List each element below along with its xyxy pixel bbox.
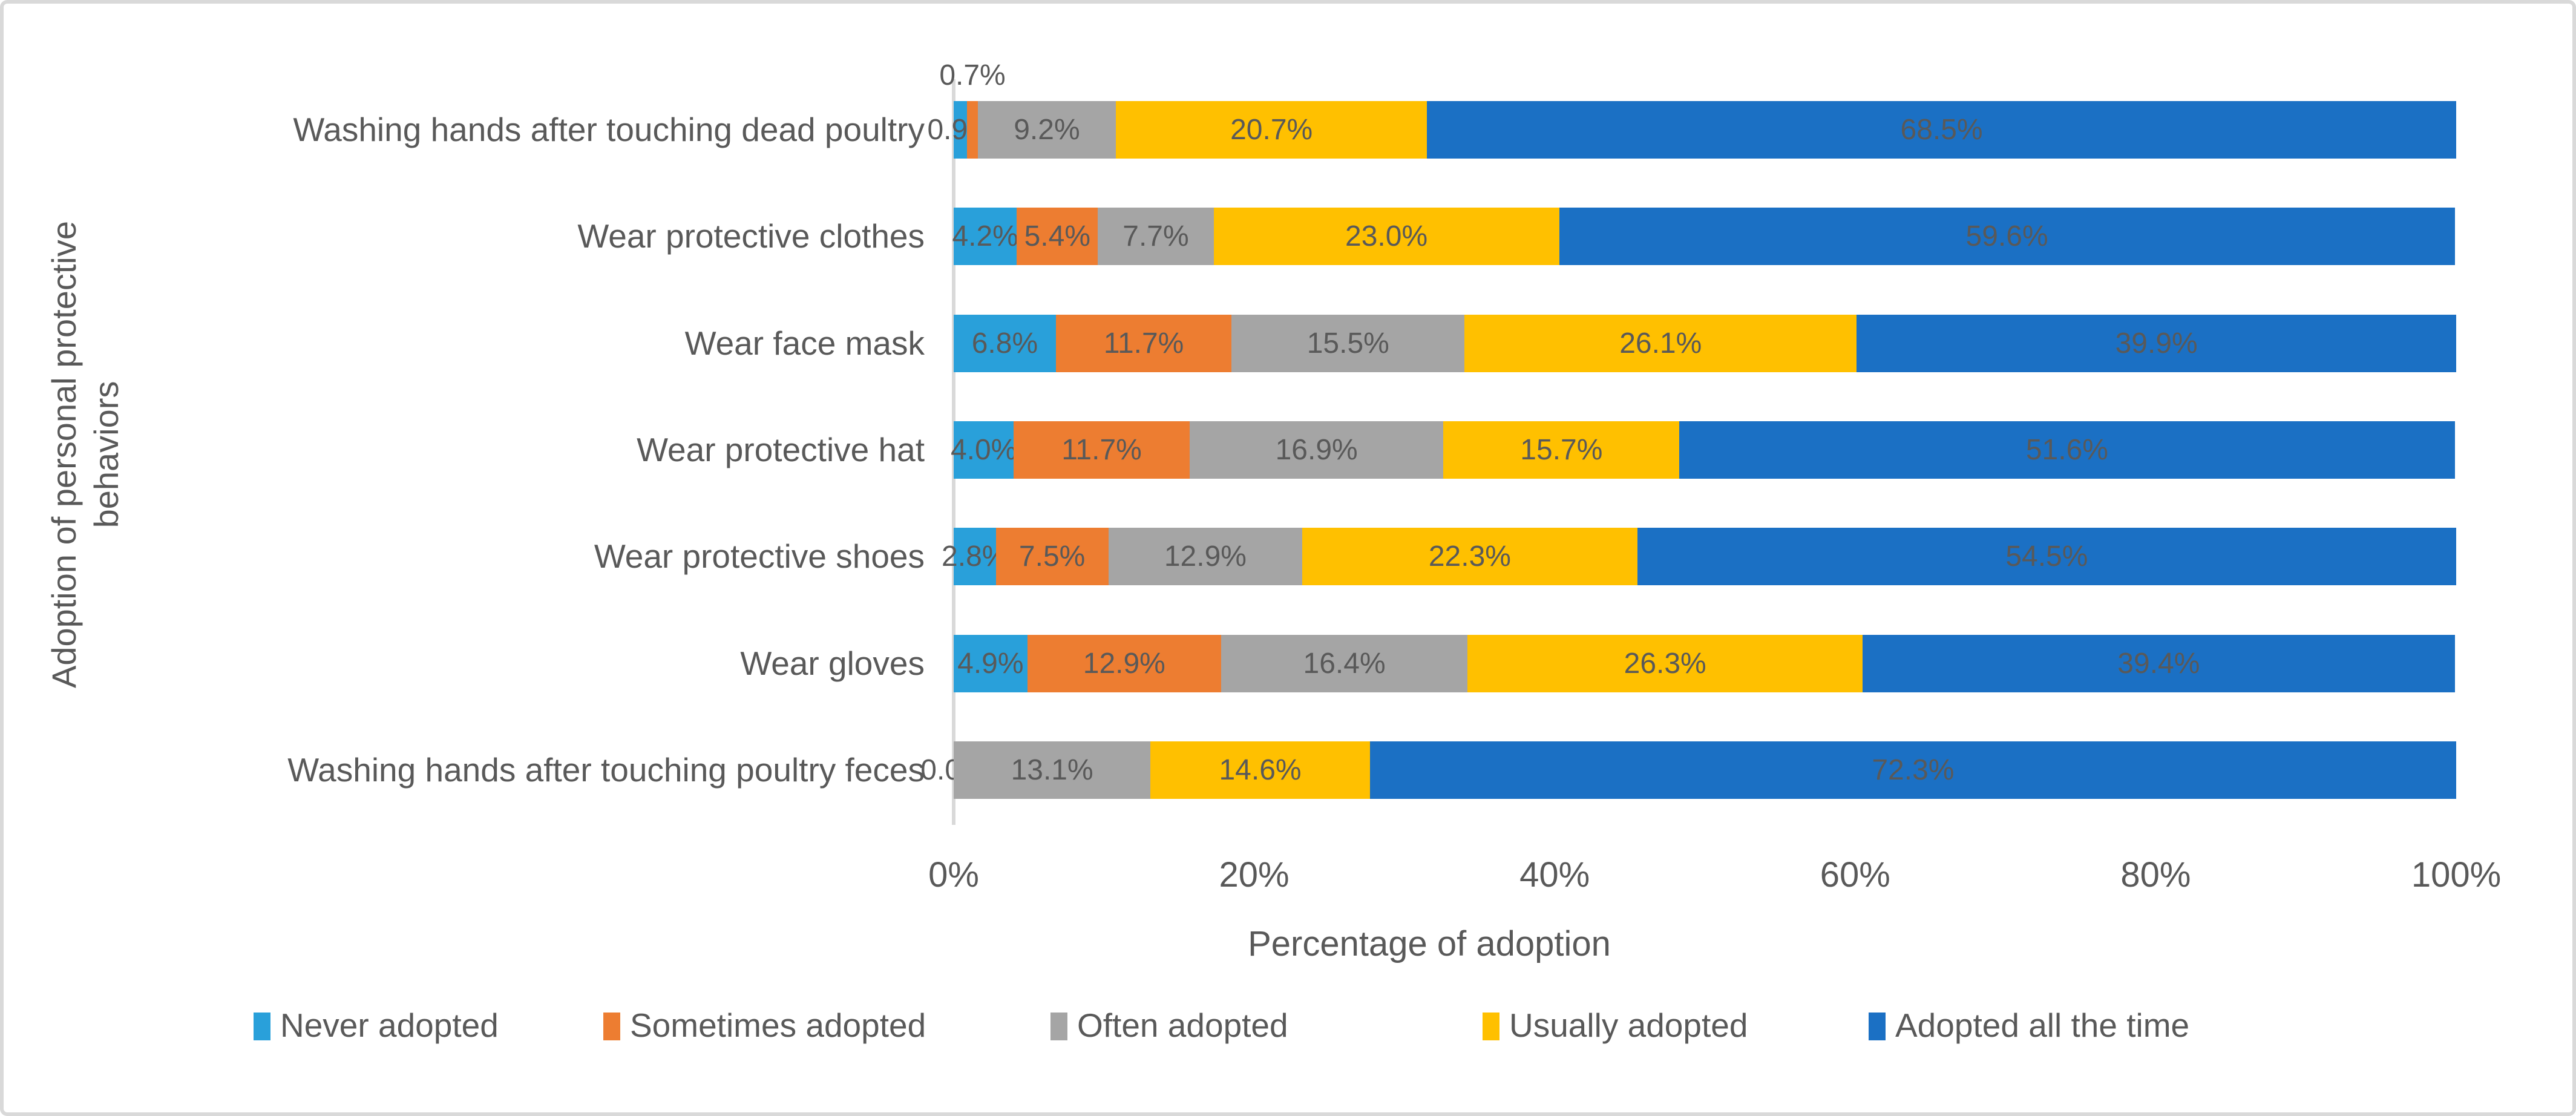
data-label: 6.8% — [971, 327, 1038, 359]
data-label: 11.7% — [1103, 327, 1184, 359]
x-tick-label: 60% — [1820, 855, 1890, 894]
bar-segment — [1369, 741, 2456, 799]
legend-item: Never adopted — [254, 1006, 499, 1044]
bar-segment — [954, 528, 996, 586]
data-label: 5.4% — [1024, 220, 1091, 253]
data-label: 14.6% — [1219, 754, 1302, 787]
data-label: 54.5% — [2005, 540, 2088, 573]
bar-segment — [1231, 314, 1465, 372]
data-label: 39.9% — [2115, 327, 2198, 359]
data-label: 4.0% — [950, 433, 1017, 466]
bar-segment — [1857, 314, 2456, 372]
bar-segment — [1467, 634, 1863, 692]
bar-segment — [1027, 634, 1221, 692]
bar-segment — [977, 100, 1116, 159]
category-label: Washing hands after touching poultry fec… — [287, 751, 925, 789]
category-label: Wear protective clothes — [577, 217, 925, 255]
bar-segment — [1443, 421, 1680, 479]
legend-label: Adopted all the time — [1895, 1006, 2190, 1044]
legend-swatch-icon — [1483, 1013, 1499, 1040]
bar-segment — [1427, 100, 2456, 159]
category-label: Wear protective shoes — [594, 537, 925, 576]
bar-segment — [1559, 208, 2455, 266]
bar-segment — [954, 421, 1014, 479]
bar-segment — [1221, 634, 1468, 692]
bar-segment — [1116, 100, 1427, 159]
legend-label: Sometimes adopted — [630, 1006, 926, 1044]
data-label: 72.3% — [1872, 754, 1955, 787]
bar-segment — [1108, 528, 1303, 586]
bar-segment — [954, 314, 1056, 372]
x-tick-label: 80% — [2120, 855, 2191, 894]
legend-label: Never adopted — [280, 1006, 499, 1044]
data-label: 12.9% — [1164, 540, 1247, 573]
bar-segment — [1017, 208, 1098, 266]
legend-swatch-icon — [1869, 1013, 1886, 1040]
bar-segment — [954, 100, 968, 159]
x-axis-title: Percentage of adoption — [1248, 924, 1611, 963]
category-label: Wear face mask — [684, 324, 925, 362]
data-label: 20.7% — [1230, 113, 1313, 146]
legend-label: Often adopted — [1077, 1006, 1288, 1044]
bar-segment — [1464, 314, 1857, 372]
bar-segment — [1863, 634, 2455, 692]
data-label: 15.5% — [1306, 327, 1389, 359]
data-label: 59.6% — [1965, 220, 2048, 253]
bar-segment — [1189, 421, 1444, 479]
data-label: 7.7% — [1122, 220, 1189, 253]
data-label: 16.9% — [1275, 433, 1358, 466]
bar-segment — [995, 528, 1109, 586]
legend-item: Often adopted — [1050, 1006, 1288, 1044]
data-label: 7.5% — [1018, 540, 1086, 573]
category-label: Wear protective hat — [637, 430, 925, 468]
legend-swatch-icon — [1050, 1013, 1067, 1040]
legend-item: Adopted all the time — [1869, 1006, 2190, 1044]
bar-segment — [954, 634, 1027, 692]
x-tick-label: 20% — [1219, 855, 1290, 894]
bar-segment — [1679, 421, 2455, 479]
bar-segment — [1302, 528, 1637, 586]
legend-label: Usually adopted — [1509, 1006, 1748, 1044]
data-label: 26.1% — [1619, 327, 1702, 359]
data-label: 16.4% — [1303, 647, 1386, 680]
bar-segment — [1014, 421, 1190, 479]
bar-segment — [1213, 208, 1559, 266]
bar-segment — [1055, 314, 1232, 372]
data-label: 39.4% — [2117, 647, 2200, 680]
data-label: 4.9% — [957, 647, 1024, 680]
data-label: 13.1% — [1011, 754, 1093, 787]
legend-item: Usually adopted — [1483, 1006, 1748, 1044]
data-label: 4.2% — [952, 220, 1018, 253]
x-tick-label: 40% — [1519, 855, 1590, 894]
bar-segment — [1150, 741, 1370, 799]
category-label: Wear gloves — [740, 644, 925, 682]
data-label: 26.3% — [1624, 647, 1706, 680]
data-label: 22.3% — [1428, 540, 1511, 573]
bar-segment — [1637, 528, 2456, 586]
data-label: 51.6% — [2025, 433, 2108, 466]
legend-swatch-icon — [254, 1013, 270, 1040]
data-label: 9.2% — [1014, 113, 1080, 146]
legend-swatch-icon — [603, 1013, 620, 1040]
bar-segment — [954, 208, 1017, 266]
bar-segment — [954, 741, 1151, 799]
data-label: 23.0% — [1345, 220, 1428, 253]
legend-item: Sometimes adopted — [603, 1006, 926, 1044]
data-label: 68.5% — [1900, 113, 1983, 146]
data-label: 12.9% — [1083, 647, 1165, 680]
data-label: 11.7% — [1061, 433, 1142, 466]
data-label: 15.7% — [1520, 433, 1603, 466]
bar-segment — [967, 100, 978, 159]
data-label: 0.7% — [939, 59, 1006, 91]
category-label: Washing hands after touching dead poultr… — [293, 110, 925, 148]
bar-segment — [1098, 208, 1214, 266]
x-tick-label: 0% — [928, 855, 979, 894]
x-tick-label: 100% — [2411, 855, 2502, 894]
